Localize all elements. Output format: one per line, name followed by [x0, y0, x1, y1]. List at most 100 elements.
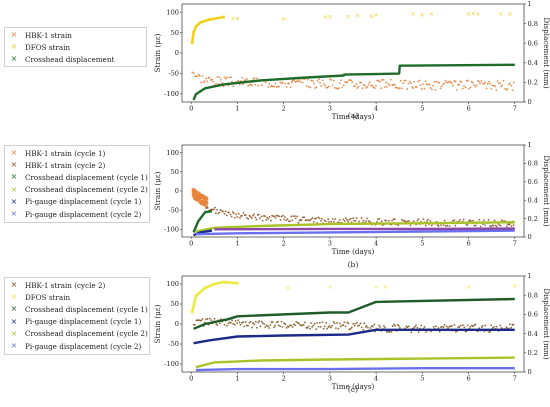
data-point [222, 210, 225, 213]
data-point [440, 85, 443, 88]
data-point [345, 217, 347, 220]
data-point [235, 213, 238, 216]
data-point [247, 218, 250, 220]
data-point [473, 224, 476, 227]
data-point [350, 326, 353, 329]
y-tick-label: -100 [164, 226, 179, 234]
series-crosshead-displacement-cycle-2- [195, 221, 515, 233]
data-point [232, 211, 234, 213]
data-point [260, 215, 263, 218]
data-point: × [420, 12, 425, 19]
data-point [437, 225, 440, 227]
x-tick-label: 3 [328, 105, 332, 113]
data-point [388, 84, 391, 87]
data-point [346, 81, 349, 84]
data-point [474, 323, 477, 326]
data-point [225, 214, 228, 217]
data-point [285, 326, 288, 329]
data-point [408, 220, 410, 222]
data-point [511, 89, 514, 92]
data-point [270, 219, 272, 222]
data-point [373, 87, 376, 89]
data-point [238, 321, 241, 324]
data-point [352, 217, 355, 219]
y2-axis-label: Displacement (mm) [542, 155, 550, 227]
data-point [264, 81, 267, 84]
data-point [495, 325, 498, 328]
data-point [347, 220, 350, 223]
data-point [294, 217, 297, 220]
data-point [242, 211, 245, 214]
data-point [200, 319, 202, 322]
data-point [200, 81, 203, 84]
data-point [274, 324, 277, 327]
x-tick-label: 6 [466, 105, 470, 113]
data-point [485, 87, 488, 90]
data-point [297, 80, 299, 83]
data-point [358, 324, 361, 327]
data-point [445, 325, 448, 328]
data-point [330, 326, 332, 329]
data-point [379, 326, 382, 328]
data-point [283, 218, 286, 221]
x-tick-label: 4 [374, 375, 378, 383]
data-point [294, 324, 296, 327]
data-point [223, 323, 226, 326]
data-point [244, 214, 247, 216]
panel-label: (c) [348, 385, 358, 394]
data-point [216, 209, 218, 211]
legend-label: Crosshead displacement (cycle 2) [25, 329, 148, 339]
data-point [226, 76, 229, 79]
data-point [478, 218, 481, 221]
series-pi-gauge-displacement-cycle-2- [195, 229, 515, 236]
data-point [201, 196, 204, 198]
data-point [255, 326, 258, 329]
data-point [463, 326, 466, 329]
data-point [228, 211, 230, 214]
data-point [279, 218, 282, 221]
data-point [257, 321, 260, 324]
data-point [279, 325, 282, 328]
data-point [245, 216, 248, 219]
data-point [326, 86, 329, 89]
data-point [346, 218, 348, 221]
data-point [222, 85, 225, 88]
data-point [403, 79, 406, 82]
data-point [406, 88, 409, 90]
y-tick-label: 50 [171, 168, 179, 176]
data-point [408, 80, 411, 83]
data-point [259, 217, 261, 220]
data-point [261, 219, 264, 222]
data-point [206, 80, 209, 83]
data-point [206, 317, 209, 320]
data-point [417, 331, 420, 333]
data-point [267, 218, 270, 220]
data-point [368, 81, 371, 83]
x-tick-label: 4 [374, 240, 378, 248]
data-point [484, 324, 487, 327]
data-point: × [323, 14, 328, 21]
data-point [237, 319, 240, 322]
data-point [390, 331, 393, 333]
data-point: × [286, 285, 291, 292]
data-point [399, 79, 402, 82]
y2-tick-label: 0.8 [528, 160, 539, 168]
data-point [249, 215, 252, 218]
data-point: × [235, 15, 240, 22]
data-point [282, 214, 284, 217]
data-point [448, 225, 451, 228]
data-point [238, 83, 241, 86]
data-point [380, 87, 383, 90]
data-point [230, 215, 233, 218]
data-point [306, 327, 309, 329]
data-point [232, 323, 235, 325]
data-point [268, 216, 271, 218]
data-point [458, 326, 461, 328]
data-point [378, 324, 381, 327]
legend-marker-icon: × [10, 172, 18, 182]
data-point [234, 216, 236, 219]
data-point [283, 322, 286, 325]
data-point [214, 206, 216, 209]
data-point [377, 79, 380, 82]
data-point [218, 76, 221, 79]
